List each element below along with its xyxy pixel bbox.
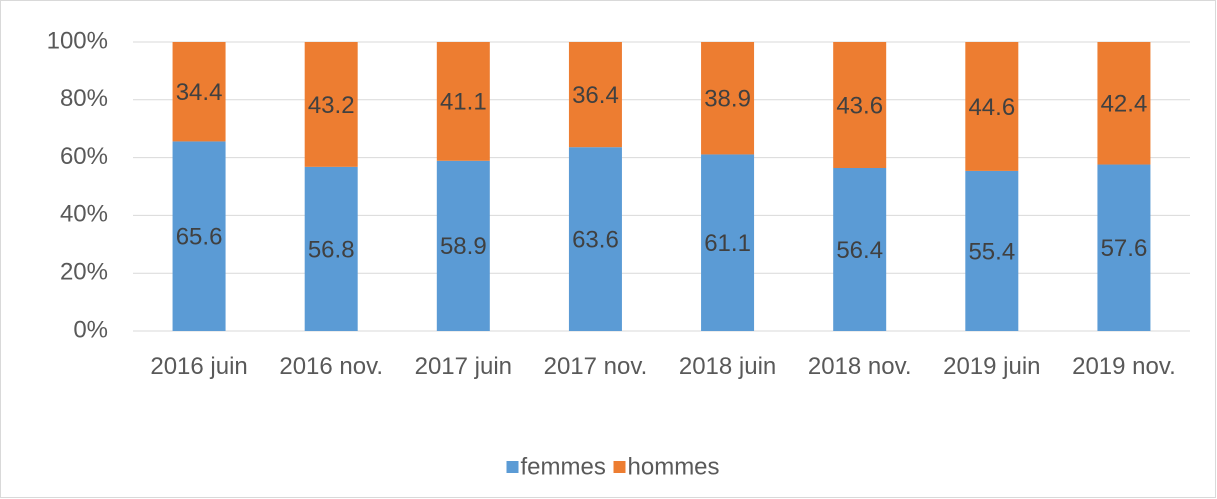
bar-segment <box>833 42 887 169</box>
data-label: 63.6 <box>572 226 619 253</box>
y-tick-label: 0% <box>73 316 108 343</box>
data-label: 56.8 <box>308 236 355 263</box>
x-tick-label: 2016 nov. <box>279 353 383 380</box>
legend-swatch <box>613 461 626 473</box>
bar-segment <box>304 166 358 331</box>
data-label: 56.4 <box>836 237 883 264</box>
x-tick-label: 2017 juin <box>414 353 513 380</box>
data-label: 36.4 <box>572 82 619 109</box>
data-label: 57.6 <box>1101 235 1148 262</box>
y-tick-label: 40% <box>60 201 108 228</box>
bar-segment <box>965 170 1019 331</box>
data-label: 43.6 <box>836 92 883 119</box>
bar-segment <box>701 42 755 155</box>
y-tick-label: 20% <box>60 259 108 286</box>
y-tick-label: 60% <box>60 143 108 170</box>
data-label: 43.2 <box>308 92 355 119</box>
legend-label: hommes <box>628 453 720 480</box>
data-label: 58.9 <box>440 233 487 260</box>
bar-segment <box>304 42 358 167</box>
legend-swatch <box>506 461 519 473</box>
data-label: 61.1 <box>704 230 751 257</box>
bar-segment <box>1097 42 1151 165</box>
data-label: 41.1 <box>440 89 487 116</box>
y-tick-label: 100% <box>47 27 108 54</box>
x-tick-label: 2019 nov. <box>1072 353 1176 380</box>
data-label: 44.6 <box>968 94 1015 121</box>
bar-segment <box>701 154 755 331</box>
x-tick-label: 2018 juin <box>678 353 777 380</box>
data-label: 65.6 <box>176 224 223 251</box>
x-tick-label: 2017 nov. <box>543 353 648 380</box>
bar-segment <box>1097 164 1151 331</box>
bar-segment <box>172 141 226 331</box>
bar-segment <box>965 42 1019 171</box>
bar-segment <box>172 42 226 142</box>
data-label: 55.4 <box>968 238 1015 265</box>
bar-segment <box>436 42 490 161</box>
bar-segment <box>568 42 622 148</box>
legend-label: femmes <box>521 453 606 480</box>
bar-segment <box>833 168 887 331</box>
data-label: 38.9 <box>704 86 751 113</box>
x-tick-label: 2018 nov. <box>807 353 912 380</box>
x-tick-label: 2016 juin <box>150 353 248 380</box>
data-label: 42.4 <box>1101 91 1148 118</box>
bar-segment <box>436 160 490 331</box>
y-tick-label: 80% <box>60 85 108 112</box>
bar-segment <box>568 147 622 331</box>
data-label: 34.4 <box>176 79 223 106</box>
x-tick-label: 2019 juin <box>943 353 1041 380</box>
